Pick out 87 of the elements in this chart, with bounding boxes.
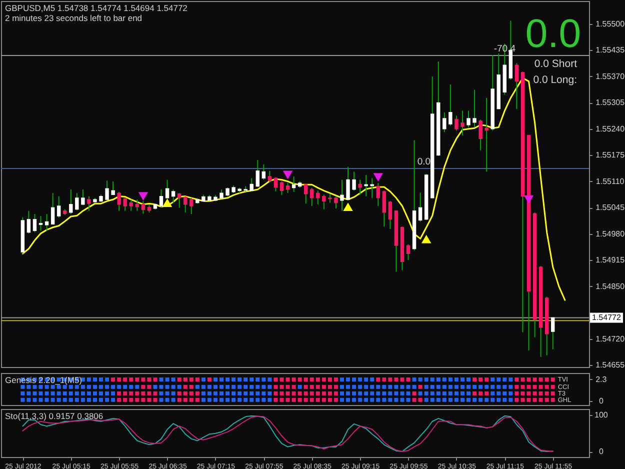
candlestick [177,192,182,208]
candlestick [454,115,458,132]
candlestick [280,180,284,196]
point [343,202,353,212]
candlestick [111,180,115,196]
candlestick [165,179,170,199]
y-tick-label: 0 [598,447,604,456]
candlestick [135,199,140,212]
candlestick [340,179,344,212]
candlestick [44,214,49,232]
candlestick [364,174,368,197]
annotation: 0.0 Long: [533,74,577,86]
candlestick [322,194,326,210]
y-tick-label: 1.55500 [596,20,625,28]
candlestick [87,196,91,212]
y-tick-label: 1.54720 [596,334,625,344]
candlestick [346,166,350,201]
candlestick [478,119,482,151]
point [373,173,384,182]
candlestick [310,187,314,206]
annotation: 0.0 Short [534,58,578,70]
candlestick [316,190,320,205]
y-tick-label: 1.55110 [596,176,625,186]
candlestick [262,164,266,180]
y-tick-label: 1.55305 [596,98,625,108]
annotation: 0.0 [525,12,581,56]
candlestick [358,179,362,196]
candlestick [334,196,338,209]
y-tick-label: 1.55435 [596,46,625,55]
candlestick [105,180,109,200]
candlestick [159,188,164,208]
chart-title: GBPUSD,M5 1.54738 1.54774 1.54694 1.54772 [5,3,188,13]
y-tick-label: 1.55175 [596,150,625,160]
candlestick [250,178,254,192]
text: 2 minutes 23 seconds left to bar end [5,13,142,23]
candlestick [129,199,133,212]
candlestick [352,171,356,192]
candlestick [448,84,452,126]
candlestick [442,112,446,133]
chart-title: Sto(11,3,3) 0.9157 0.3806 [5,411,104,421]
candlestick [406,244,410,261]
candlestick [50,192,55,226]
ref-line-label: 1.54772 [592,312,622,322]
candlestick [32,214,37,233]
candlestick [418,192,422,222]
y-tick-label: 2.3 [596,374,608,384]
candlestick [286,182,290,194]
y-tick-label: 1.55045 [596,203,625,212]
candlestick [56,196,61,218]
y-tick-label: 0 [598,396,604,406]
candlestick [69,188,73,215]
candlestick [382,190,386,228]
y-tick-label: 1.54850 [596,282,625,291]
candlestick [388,200,392,230]
candlestick [123,197,127,212]
candlestick [190,197,194,215]
candlestick [184,196,188,213]
candlestick [171,188,176,204]
y-tick-label: 1.54980 [596,229,625,238]
y-tick-label: 100 [594,410,608,420]
y-tick-label: 1.55240 [596,124,625,134]
candlestick [376,182,380,206]
candlestick [274,176,278,192]
candlestick [141,200,146,214]
candlestick [460,110,464,136]
candlestick [466,110,470,128]
y-tick-label: 1.55370 [596,72,625,81]
candlestick [268,170,272,183]
candlestick [38,216,43,232]
point [138,192,148,201]
candlestick [117,191,121,212]
y-tick-label: 1.54915 [596,256,625,265]
candlestick [256,159,260,188]
y-tick-label: 1.54655 [596,360,625,370]
candlestick [81,188,85,206]
annotation: 0.0 [417,156,431,168]
candlestick [304,184,308,204]
candlestick [26,210,31,234]
candlestick [551,316,555,350]
candlestick [514,62,519,110]
candlestick [75,192,79,211]
point [162,198,172,207]
candlestick [472,89,476,128]
point [421,234,432,244]
point [282,170,293,180]
candlestick [484,97,488,172]
point [524,195,534,204]
